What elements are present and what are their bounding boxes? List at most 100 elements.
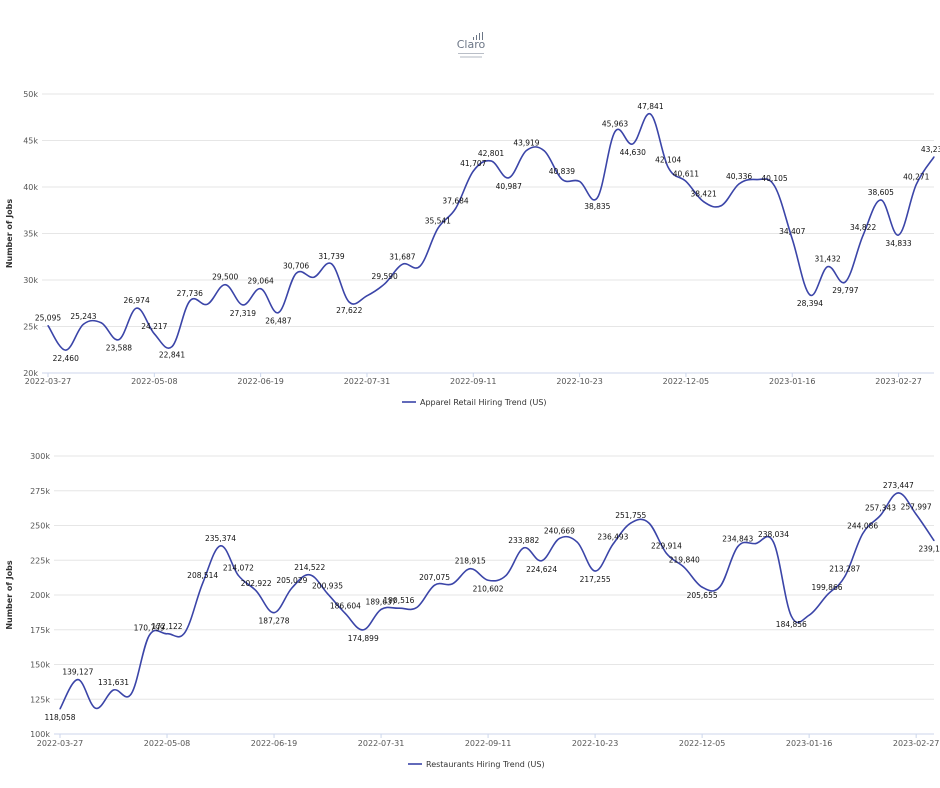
data-label: 208,514 [187, 571, 218, 580]
data-point [790, 615, 792, 617]
data-label: 37,684 [442, 197, 468, 206]
data-label: 210,602 [473, 584, 504, 593]
data-label: 34,407 [779, 227, 805, 236]
data-point [933, 539, 935, 542]
data-point [880, 199, 882, 201]
data-point [755, 542, 757, 545]
x-tick-label: 2023-02-27 [893, 739, 940, 748]
y-tick-label: 50k [23, 90, 38, 99]
y-tick-label: 20k [23, 369, 38, 378]
data-label: 224,624 [526, 565, 557, 574]
data-point [844, 281, 847, 283]
data-point [543, 150, 545, 152]
claro-logo: Claro [455, 32, 487, 62]
data-label: 35,541 [425, 216, 451, 225]
data-label: 40,987 [496, 182, 522, 191]
data-label: 186,604 [330, 602, 361, 611]
data-point [118, 339, 120, 341]
data-label: 40,105 [761, 174, 787, 183]
data-point [398, 607, 400, 609]
data-label: 257,343 [865, 503, 896, 512]
data-label: 207,075 [419, 573, 450, 582]
data-point [366, 295, 368, 297]
data-point [862, 533, 864, 535]
data-point [525, 149, 528, 152]
data-label: 174,899 [348, 634, 379, 643]
series-line [59, 492, 935, 710]
data-point [772, 541, 775, 543]
data-label: 34,822 [850, 223, 876, 232]
data-point [915, 183, 917, 186]
legend[interactable]: Apparel Retail Hiring Trend (US) [402, 398, 547, 407]
data-point [683, 566, 685, 569]
data-point [523, 547, 525, 549]
data-point [508, 177, 510, 179]
data-label: 38,605 [868, 188, 894, 197]
data-point [487, 579, 489, 581]
x-tick-label: 2023-01-16 [769, 377, 816, 386]
data-point [100, 322, 102, 324]
data-point [808, 614, 810, 616]
data-point [454, 207, 457, 210]
data-label: 29,064 [248, 277, 274, 286]
data-point [701, 586, 703, 588]
data-point [148, 634, 150, 637]
data-label: 29,500 [212, 273, 238, 282]
data-point [348, 301, 350, 303]
data-label: 218,915 [455, 557, 486, 566]
y-tick-label: 30k [23, 276, 38, 285]
apparel-retail-chart: 20k 25k 30k 35k 40k 45k 50k Number of Jobs 2022-… [5, 90, 940, 407]
data-label: 26,487 [265, 317, 291, 326]
x-tick-label: 2023-01-16 [786, 739, 833, 748]
data-label: 273,447 [883, 481, 914, 490]
data-point [827, 266, 829, 268]
data-label: 170,799 [134, 624, 165, 633]
data-point [136, 307, 138, 309]
data-point [166, 633, 168, 635]
data-label: 236,493 [597, 532, 628, 541]
data-label: 239,162 [918, 545, 940, 554]
data-point [579, 180, 581, 183]
data-label: 31,432 [815, 255, 841, 264]
y-tick-label: 150k [30, 661, 50, 670]
data-label: 229,914 [651, 541, 682, 550]
data-point [737, 545, 739, 548]
data-point [65, 349, 67, 351]
legend[interactable]: Restaurants Hiring Trend (US) [408, 760, 545, 769]
data-point [401, 263, 403, 265]
data-point [897, 492, 899, 494]
data-point [433, 584, 436, 586]
data-label: 34,833 [885, 239, 911, 248]
data-point [260, 288, 262, 290]
y-tick-label: 125k [30, 695, 50, 704]
data-point [384, 283, 386, 285]
data-point [295, 272, 297, 275]
data-point [291, 587, 293, 589]
data-label: 40,336 [726, 172, 752, 181]
data-point [224, 284, 226, 286]
data-point [184, 631, 186, 634]
data-point [59, 708, 61, 710]
data-point [47, 325, 49, 327]
data-label: 44,630 [620, 148, 646, 157]
data-point [237, 574, 239, 577]
data-point [419, 265, 421, 267]
x-tick-label: 2023-02-27 [875, 377, 922, 386]
data-label: 233,882 [508, 536, 539, 545]
x-tick-label: 2022-12-05 [663, 377, 710, 386]
data-label: 43,919 [513, 139, 539, 148]
data-point [558, 537, 561, 540]
data-label: 47,841 [637, 102, 663, 111]
data-label: 240,669 [544, 526, 575, 535]
data-label: 238,034 [758, 530, 789, 539]
data-point [685, 180, 687, 182]
data-label: 234,843 [722, 535, 753, 544]
x-tick-label: 2022-03-27 [25, 377, 72, 386]
data-label: 27,736 [177, 289, 203, 298]
data-point [809, 294, 811, 296]
data-label: 45,963 [602, 120, 628, 129]
data-label: 184,856 [776, 620, 807, 629]
data-point [273, 612, 275, 614]
data-point [505, 574, 507, 577]
data-point [540, 560, 543, 562]
